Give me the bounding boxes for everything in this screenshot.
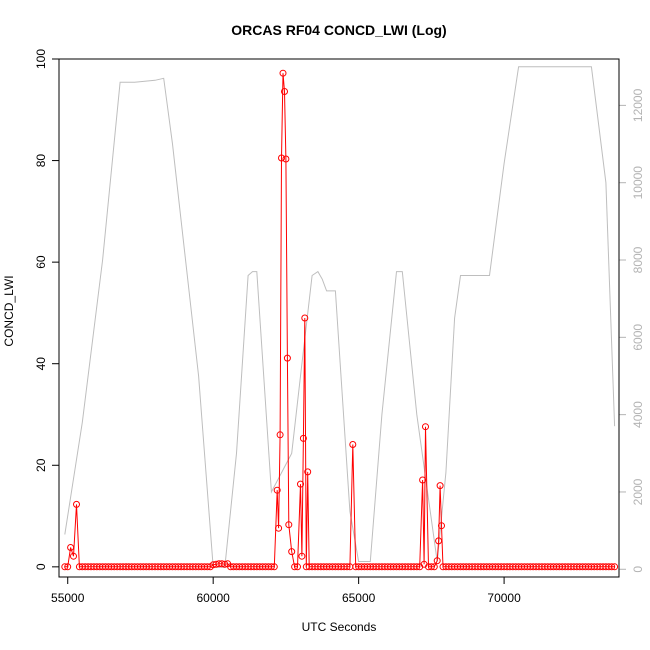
y-axis-label: CONCD_LWI <box>2 275 16 346</box>
data-point <box>436 482 444 490</box>
y2-tick-label: 4000 <box>631 401 645 428</box>
data-point <box>294 563 301 571</box>
data-point <box>281 88 288 95</box>
data-point <box>267 563 275 571</box>
data-point <box>282 155 290 163</box>
y-tick-label: 60 <box>34 255 48 269</box>
x-tick-label: 65000 <box>342 591 376 605</box>
y2-tick-label: 10000 <box>631 166 645 200</box>
y-tick-label: 0 <box>34 563 48 570</box>
data-point <box>73 500 80 508</box>
data-point <box>275 524 283 532</box>
data-point <box>283 354 291 362</box>
data-point <box>301 314 309 322</box>
data-point <box>67 544 75 551</box>
x-tick-label: 60000 <box>196 591 230 605</box>
y-tick-label: 20 <box>34 458 48 472</box>
y2-tick-label: 12000 <box>631 88 645 122</box>
x-axis-label: UTC Seconds <box>302 620 377 634</box>
data-point <box>285 521 293 529</box>
plot-area: 55000 60000 65000 70000 0 20 40 60 80 100 0 2000 400… <box>34 49 645 605</box>
data-point <box>430 563 438 571</box>
data-point <box>435 537 443 545</box>
data-point <box>413 563 421 571</box>
data-point <box>419 476 427 484</box>
y-tick-label: 100 <box>34 49 48 69</box>
data-point <box>427 563 435 571</box>
data-point <box>291 563 299 571</box>
plot-frame <box>58 58 620 578</box>
data-point <box>422 423 429 431</box>
data-point <box>276 431 284 439</box>
data-point <box>270 563 278 571</box>
data-point <box>278 154 285 162</box>
data-point <box>273 486 281 494</box>
y2-tick-label: 0 <box>631 566 645 573</box>
data-point <box>298 552 306 560</box>
data-point <box>288 548 296 556</box>
data-point <box>299 434 307 442</box>
chart-title: ORCAS RF04 CONCD_LWI (Log) <box>231 22 446 38</box>
x-tick-label: 70000 <box>487 591 521 605</box>
data-point <box>297 480 304 488</box>
data-point <box>608 563 616 571</box>
y-tick-label: 80 <box>34 154 48 168</box>
data-point <box>64 563 72 571</box>
data-point <box>433 557 441 565</box>
y2-tick-label: 6000 <box>631 324 645 351</box>
y2-tick-label: 8000 <box>631 246 645 273</box>
x-tick-label: 55000 <box>51 591 85 605</box>
data-point <box>61 563 69 571</box>
altitude-series-line <box>64 66 616 568</box>
y-tick-label: 40 <box>34 357 48 371</box>
data-point <box>438 522 445 530</box>
y2-tick-label: 2000 <box>631 478 645 505</box>
data-point <box>343 563 351 571</box>
data-point <box>221 560 229 568</box>
data-point <box>279 69 287 77</box>
data-point <box>70 552 77 560</box>
data-point <box>611 563 619 571</box>
data-point <box>304 468 312 476</box>
data-point <box>349 441 357 448</box>
